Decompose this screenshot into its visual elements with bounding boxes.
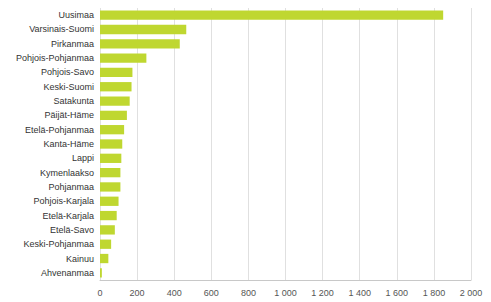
svg-text:Pohjois-Pohjanmaa: Pohjois-Pohjanmaa: [16, 53, 94, 63]
svg-text:Kanta-Häme: Kanta-Häme: [43, 139, 94, 149]
svg-text:800: 800: [241, 288, 256, 298]
svg-text:Kainuu: Kainuu: [66, 254, 94, 264]
svg-text:Pohjanmaa: Pohjanmaa: [48, 182, 94, 192]
svg-text:Lappi: Lappi: [72, 153, 94, 163]
svg-text:Päijät-Häme: Päijät-Häme: [44, 110, 94, 120]
svg-text:Keski-Pohjanmaa: Keski-Pohjanmaa: [23, 239, 94, 249]
svg-text:Keski-Suomi: Keski-Suomi: [43, 82, 94, 92]
svg-text:Etelä-Karjala: Etelä-Karjala: [42, 211, 94, 221]
svg-text:Pirkanmaa: Pirkanmaa: [51, 39, 94, 49]
svg-text:0: 0: [97, 288, 102, 298]
svg-text:Ahvenanmaa: Ahvenanmaa: [41, 268, 94, 278]
svg-text:Etelä-Pohjanmaa: Etelä-Pohjanmaa: [25, 125, 94, 135]
svg-text:Kymenlaakso: Kymenlaakso: [40, 168, 94, 178]
svg-text:Pohjois-Savo: Pohjois-Savo: [41, 67, 94, 77]
svg-text:1 000: 1 000: [274, 288, 297, 298]
svg-text:600: 600: [204, 288, 219, 298]
svg-text:Varsinais-Suomi: Varsinais-Suomi: [29, 24, 94, 34]
svg-text:Satakunta: Satakunta: [53, 96, 94, 106]
svg-text:Etelä-Savo: Etelä-Savo: [50, 225, 94, 235]
svg-text:Uusimaa: Uusimaa: [58, 10, 94, 20]
svg-text:200: 200: [130, 288, 145, 298]
svg-text:1 800: 1 800: [423, 288, 446, 298]
svg-text:400: 400: [167, 288, 182, 298]
svg-text:1 400: 1 400: [348, 288, 371, 298]
svg-text:Pohjois-Karjala: Pohjois-Karjala: [33, 196, 94, 206]
svg-text:2 000: 2 000: [460, 288, 483, 298]
svg-text:1 200: 1 200: [311, 288, 334, 298]
svg-text:1 600: 1 600: [386, 288, 409, 298]
